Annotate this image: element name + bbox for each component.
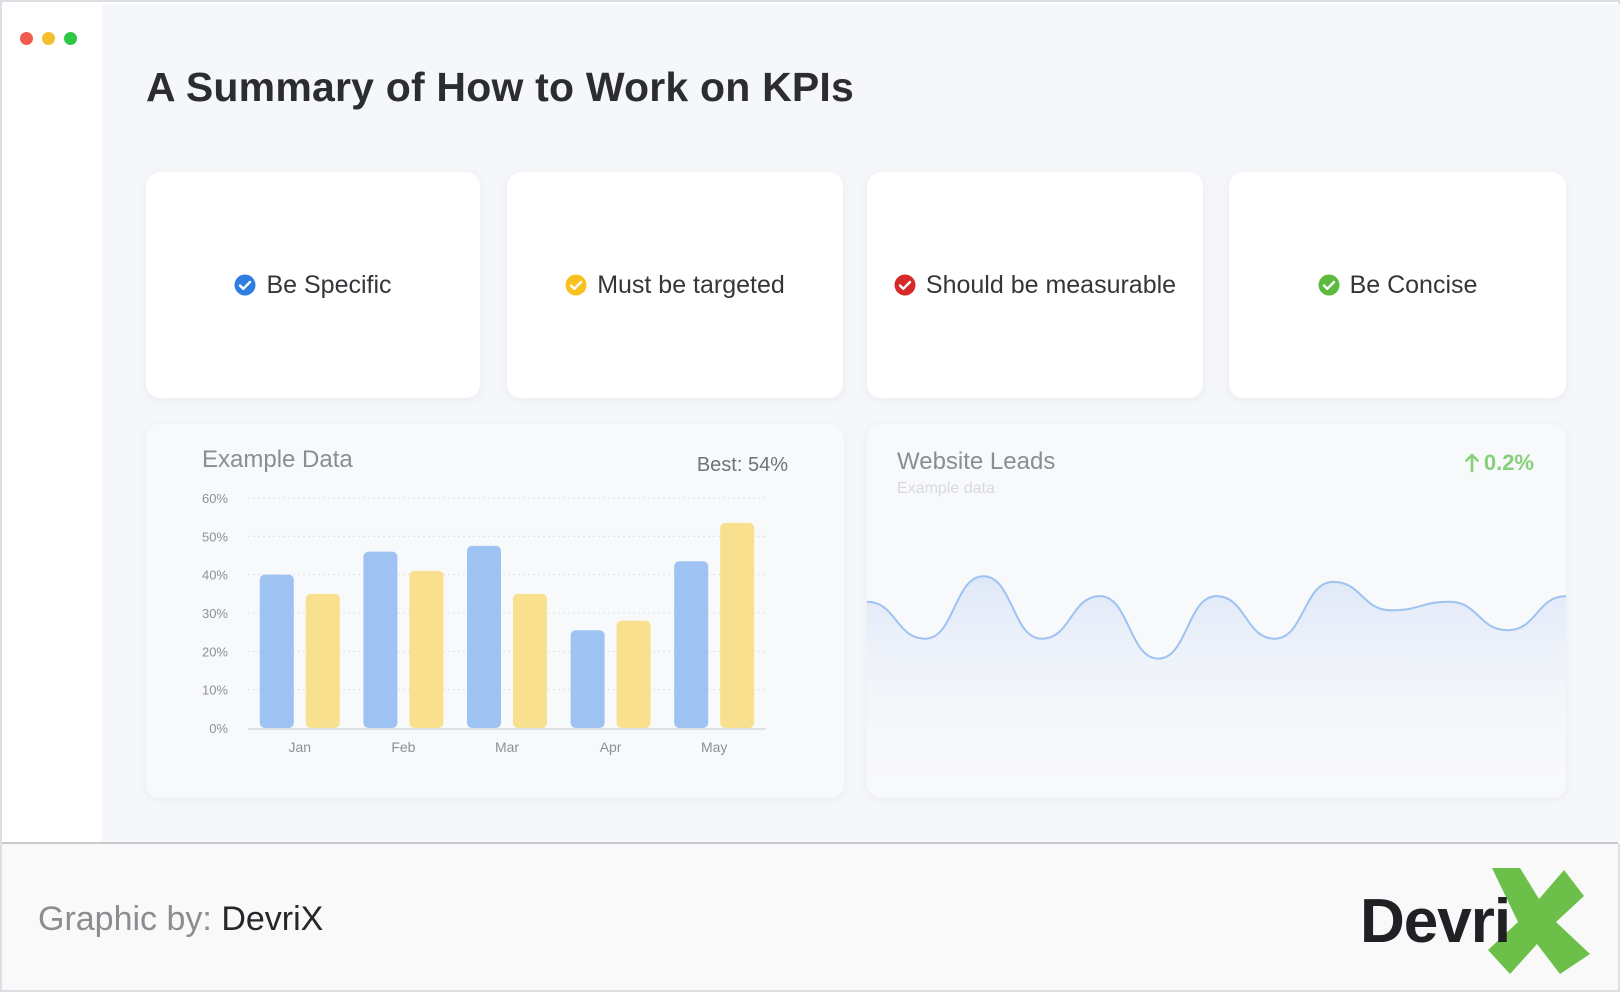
- x-tick-label: Feb: [391, 739, 415, 755]
- bar-chart: 0% 10% 20% 30% 40% 50% 60% Jan Feb Mar Apr May: [202, 491, 766, 755]
- check-circle-icon: [234, 274, 256, 296]
- trend-value: 0.2%: [1483, 450, 1534, 475]
- check-circle-icon: [894, 274, 916, 296]
- example-data-card: Example Data Best: 54% 0% 10% 20% 30% 40% 50%…: [146, 424, 844, 798]
- window-controls: [20, 32, 77, 45]
- bar-may-2: [720, 522, 755, 728]
- bar-mar-1: [467, 545, 501, 728]
- kpi-card-concise: Be Concise: [1229, 172, 1566, 398]
- maximize-window-button[interactable]: [64, 32, 77, 45]
- sidebar: [4, 4, 102, 844]
- x-tick-label: May: [701, 739, 727, 755]
- bar-apr-2: [616, 620, 651, 728]
- bar-feb-1: [363, 551, 398, 728]
- website-leads-card: Website Leads Example data 0.2%: [867, 424, 1566, 798]
- bar-mar-2: [513, 593, 547, 728]
- bar-jan-1: [259, 574, 294, 728]
- kpi-card-measurable: Should be measurable: [867, 172, 1203, 398]
- website-leads-title: Website Leads: [897, 448, 1056, 475]
- leads-area-fill: [867, 576, 1566, 798]
- check-circle-icon: [565, 274, 587, 296]
- minimize-window-button[interactable]: [42, 32, 55, 45]
- leads-line: [867, 575, 1566, 660]
- website-leads-subtitle: Example data: [897, 480, 995, 497]
- kpi-label: Must be targeted: [597, 270, 785, 299]
- bar-apr-1: [570, 630, 605, 728]
- y-tick-label: 20%: [202, 644, 228, 659]
- bar-jan-2: [305, 593, 340, 728]
- logo-wordmark: Devri: [1360, 887, 1511, 956]
- kpi-card-specific: Be Specific: [146, 172, 480, 398]
- logo-x-mark: [1488, 868, 1590, 974]
- y-tick-label: 30%: [202, 606, 228, 621]
- arrow-up-icon: [1465, 453, 1479, 473]
- y-tick-label: 10%: [202, 683, 228, 698]
- y-tick-label: 40%: [202, 568, 228, 583]
- y-tick-label: 60%: [202, 491, 228, 506]
- y-tick-label: 0%: [209, 721, 228, 736]
- bar-may-1: [674, 561, 709, 728]
- footer: Graphic by: DevriX Devri: [2, 842, 1618, 990]
- graphic-credit: Graphic by: DevriX: [38, 900, 323, 939]
- page-title: A Summary of How to Work on KPIs: [146, 64, 855, 110]
- x-tick-label: Apr: [600, 739, 622, 755]
- check-circle-icon: [1318, 274, 1340, 296]
- credit-label: Graphic by:: [38, 900, 212, 938]
- kpi-card-targeted: Must be targeted: [507, 172, 843, 398]
- x-tick-label: Jan: [289, 739, 312, 755]
- example-data-title: Example Data: [202, 446, 353, 473]
- x-tick-label: Mar: [495, 739, 519, 755]
- close-window-button[interactable]: [20, 32, 33, 45]
- trend-indicator: 0.2%: [1464, 450, 1534, 476]
- kpi-label: Should be measurable: [925, 270, 1177, 299]
- kpi-label: Be Specific: [266, 270, 392, 299]
- bar-feb-2: [409, 570, 444, 728]
- kpi-label: Be Concise: [1349, 270, 1478, 299]
- best-value: Best: 54%: [696, 454, 788, 476]
- credit-name: DevriX: [221, 900, 324, 938]
- y-tick-label: 50%: [202, 529, 228, 544]
- area-chart: [867, 575, 1566, 798]
- devrix-logo: Devri: [1360, 866, 1590, 976]
